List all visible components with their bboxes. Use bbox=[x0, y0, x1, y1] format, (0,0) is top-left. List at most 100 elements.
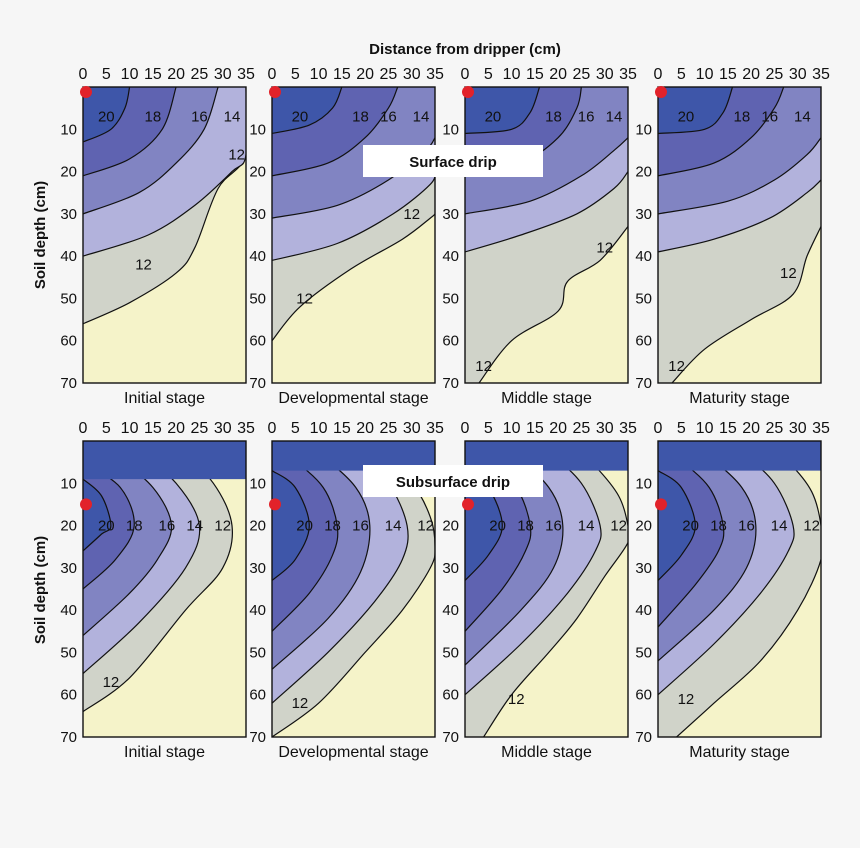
y-tick-label: 10 bbox=[60, 475, 77, 492]
panel-surface-1: 12 12 14 16 18 20 0 5 10 15 20 25 30 35 10 20 30 40 50 60 70… bbox=[60, 66, 255, 407]
contour-fills bbox=[83, 87, 246, 325]
panel-surface-3: 1212141618200510152025303510203040506070… bbox=[442, 66, 637, 407]
x-tick-label: 20 bbox=[549, 420, 567, 437]
x-tick-label: 30 bbox=[596, 66, 614, 83]
panel-surface-4: 12 12 14 16 18 20 0 5 10 15 20 25 30 35 10 20 30 40 50 60 70… bbox=[635, 66, 830, 407]
banner-layer: Surface drip Subsurface drip bbox=[363, 145, 543, 497]
y-tick-label: 70 bbox=[442, 729, 459, 746]
x-tick-label: 35 bbox=[619, 420, 637, 437]
y-tick-label: 20 bbox=[635, 164, 652, 181]
y-tick-label: 20 bbox=[442, 518, 459, 535]
x-tick-label: 10 bbox=[310, 66, 328, 83]
x-tick-label: 10 bbox=[696, 66, 714, 83]
dripper-marker bbox=[269, 498, 281, 511]
contour-label-16: 16 bbox=[578, 109, 595, 126]
subsurface-drip-banner bbox=[363, 465, 543, 497]
x-tick-label: 5 bbox=[677, 66, 686, 83]
contour-label-14: 14 bbox=[385, 518, 402, 535]
contour-fill-20 bbox=[465, 441, 628, 581]
contour-label-16: 16 bbox=[545, 518, 562, 535]
x-tick-label: 15 bbox=[526, 66, 544, 83]
contour-label-12: 12 bbox=[292, 695, 309, 712]
x-tick-label: 20 bbox=[167, 66, 185, 83]
x-tick-label: 0 bbox=[654, 420, 663, 437]
y-tick-label: 50 bbox=[60, 644, 77, 661]
contour-label-12-b: 12 bbox=[214, 518, 231, 535]
surface-drip-banner bbox=[363, 145, 543, 177]
y-tick-label: 30 bbox=[442, 206, 459, 223]
contour-line-16 bbox=[658, 137, 821, 215]
contour-fills bbox=[272, 441, 435, 737]
x-tick-label: 0 bbox=[654, 66, 663, 83]
contour-fills bbox=[658, 87, 821, 383]
contour-line-20 bbox=[83, 87, 131, 143]
contour-label-16: 16 bbox=[380, 109, 397, 126]
x-tick-label: 30 bbox=[403, 66, 421, 83]
y-tick-label: 30 bbox=[60, 560, 77, 577]
x-tick-label: 5 bbox=[484, 66, 493, 83]
y-tick-label: 40 bbox=[635, 248, 652, 265]
stage-label: Initial stage bbox=[124, 390, 205, 407]
x-tick-label: 15 bbox=[144, 66, 162, 83]
contour-label-16: 16 bbox=[352, 518, 369, 535]
contour-label-16: 16 bbox=[158, 518, 175, 535]
x-tick-label: 0 bbox=[461, 66, 470, 83]
contour-line-12 bbox=[483, 441, 628, 737]
y-tick-label: 70 bbox=[249, 729, 266, 746]
contour-label-12-b: 12 bbox=[803, 518, 820, 535]
contour-fills bbox=[83, 441, 246, 713]
contour-line-18 bbox=[272, 87, 399, 177]
y-tick-label: 50 bbox=[249, 290, 266, 307]
contour-fill-18 bbox=[658, 441, 821, 628]
subsurface-drip-label: Subsurface drip bbox=[396, 474, 510, 491]
y-tick-label: 70 bbox=[60, 375, 77, 392]
contour-label-16: 16 bbox=[191, 109, 208, 126]
contour-fill-18 bbox=[272, 441, 435, 632]
x-tick-label: 5 bbox=[677, 420, 686, 437]
x-tick-label: 10 bbox=[503, 66, 521, 83]
stage-label: Middle stage bbox=[501, 744, 592, 761]
contour-line-16 bbox=[83, 87, 219, 215]
x-tick-label: 5 bbox=[291, 66, 300, 83]
panel-frame bbox=[464, 440, 629, 738]
y-tick-label: 50 bbox=[249, 644, 266, 661]
contour-fill-20 bbox=[272, 87, 342, 134]
y-axis-title-surface: Soil depth (cm) bbox=[32, 181, 49, 289]
contour-line-14 bbox=[83, 87, 246, 257]
x-tick-label: 15 bbox=[333, 66, 351, 83]
x-tick-label: 15 bbox=[333, 420, 351, 437]
x-tick-label: 30 bbox=[789, 420, 807, 437]
contour-fill-16 bbox=[83, 441, 246, 636]
x-tick-label: 5 bbox=[484, 420, 493, 437]
contour-label-12: 12 bbox=[508, 691, 525, 708]
x-tick-label: 20 bbox=[742, 66, 760, 83]
dripper-marker bbox=[80, 86, 92, 98]
panel-frame bbox=[82, 86, 247, 384]
contour-label-16: 16 bbox=[738, 518, 755, 535]
x-tick-label: 30 bbox=[596, 420, 614, 437]
contour-label-18: 18 bbox=[126, 518, 143, 535]
contour-label-14: 14 bbox=[606, 109, 623, 126]
contour-line-20 bbox=[658, 470, 696, 581]
contour-label-20: 20 bbox=[485, 109, 502, 126]
contour-line-20 bbox=[83, 478, 112, 552]
contour-label-14: 14 bbox=[413, 109, 430, 126]
y-tick-label: 60 bbox=[635, 687, 652, 704]
x-tick-label: 15 bbox=[526, 420, 544, 437]
contour-label-20: 20 bbox=[296, 518, 313, 535]
contour-label-18: 18 bbox=[145, 109, 162, 126]
x-tick-label: 25 bbox=[380, 66, 398, 83]
contour-label-12-b: 12 bbox=[417, 518, 434, 535]
contour-fill-20 bbox=[465, 87, 540, 134]
contour-label-14: 14 bbox=[224, 109, 241, 126]
contour-label-20: 20 bbox=[98, 109, 115, 126]
contour-label-16: 16 bbox=[761, 109, 778, 126]
y-tick-label: 10 bbox=[249, 475, 266, 492]
y-tick-label: 30 bbox=[442, 560, 459, 577]
y-tick-label: 30 bbox=[635, 206, 652, 223]
y-tick-label: 20 bbox=[60, 518, 77, 535]
x-tick-label: 25 bbox=[380, 420, 398, 437]
contour-label-12: 12 bbox=[103, 674, 120, 691]
panel-frame bbox=[271, 440, 436, 738]
y-tick-label: 40 bbox=[60, 248, 77, 265]
